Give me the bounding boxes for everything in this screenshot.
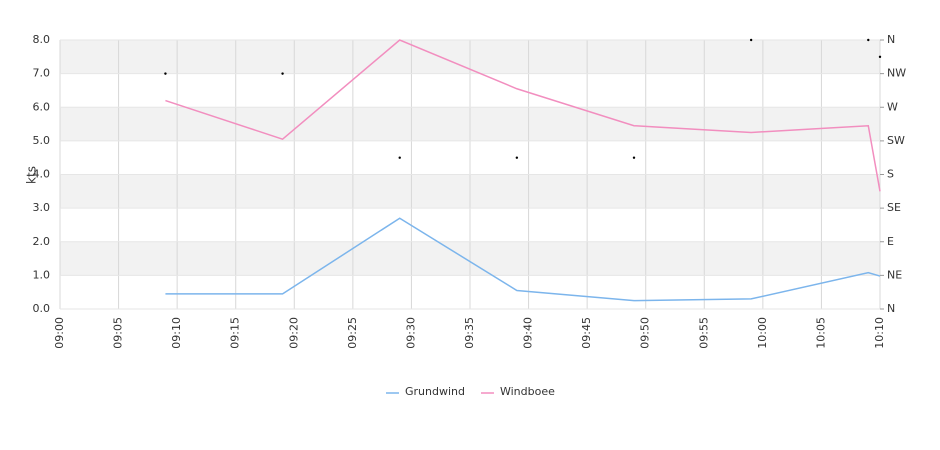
legend-label: Grundwind — [405, 385, 465, 398]
y-tick-label: 7.0 — [33, 67, 51, 80]
legend-item: Grundwind — [386, 385, 465, 398]
y-axis-label: kts — [25, 166, 39, 184]
x-tick-label: 09:30 — [404, 317, 417, 349]
y-tick-label: 3.0 — [33, 201, 51, 214]
y-tick-label: 0.0 — [33, 302, 51, 315]
y-tick-label: 1.0 — [33, 268, 51, 281]
x-tick-label: 09:55 — [697, 317, 710, 349]
direction-marker — [749, 38, 753, 42]
y-tick-label: 4.0 — [33, 168, 51, 181]
direction-marker — [878, 55, 882, 59]
y2-tick-label: W — [887, 100, 898, 113]
y2-tick-label: SE — [887, 201, 901, 214]
y-tick-label: 8.0 — [33, 33, 51, 46]
series-line — [165, 217, 881, 302]
x-tick-label: 09:15 — [229, 317, 242, 349]
direction-marker — [867, 38, 870, 42]
direction-marker — [398, 156, 401, 159]
direction-marker — [164, 72, 167, 75]
direction-marker — [632, 156, 636, 159]
y2-tick-label: N — [887, 302, 895, 315]
x-tick-label: 09:20 — [287, 317, 300, 349]
y2-tick-label: E — [887, 235, 894, 248]
x-tick-label: 09:50 — [639, 317, 652, 349]
y2-tick-label: N — [887, 33, 895, 46]
x-tick-label: 09:45 — [580, 317, 593, 349]
x-tick-label: 10:05 — [814, 317, 827, 349]
x-tick-label: 10:00 — [756, 317, 769, 349]
direction-marker — [515, 156, 519, 159]
x-tick-label: 09:35 — [463, 317, 476, 349]
series-line — [165, 39, 881, 192]
x-tick-label: 09:05 — [112, 317, 125, 349]
y-tick-label: 5.0 — [33, 134, 51, 147]
x-tick-label: 09:25 — [346, 317, 359, 349]
y-tick-label: 6.0 — [33, 100, 51, 113]
y2-tick-label: NE — [887, 268, 902, 281]
legend-item: Windboee — [480, 385, 555, 398]
y-tick-label: 2.0 — [33, 235, 51, 248]
x-tick-label: 09:40 — [522, 317, 535, 349]
y2-tick-label: S — [887, 168, 894, 181]
x-tick-label: 09:10 — [170, 317, 183, 349]
legend-label: Windboee — [500, 385, 555, 398]
y2-tick-label: NW — [887, 67, 906, 80]
y2-tick-label: SW — [887, 134, 905, 147]
x-tick-label: 09:00 — [53, 317, 66, 349]
x-tick-label: 10:10 — [873, 317, 886, 349]
direction-marker — [281, 72, 284, 75]
